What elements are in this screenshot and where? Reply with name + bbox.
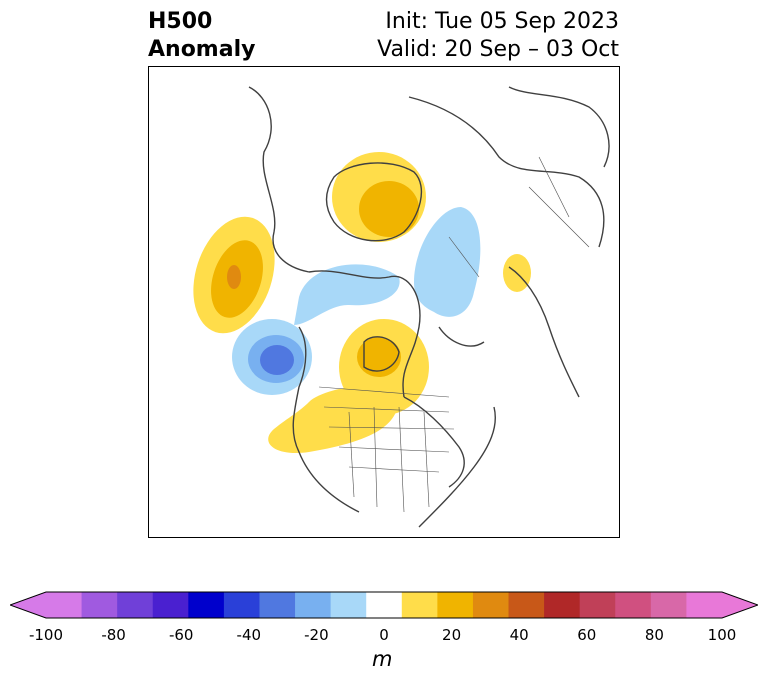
colorbar-unit: m — [372, 647, 393, 671]
colorbar-segment — [330, 592, 367, 618]
title-field: Anomaly — [148, 37, 256, 62]
colorbar-tick-label: 100 — [707, 626, 737, 644]
colorbar-tick-label: -40 — [236, 626, 262, 644]
colorbar-tick-label: 40 — [509, 626, 529, 644]
colorbar-segments — [46, 592, 723, 618]
colorbar-tick-label: 20 — [442, 626, 462, 644]
colorbar — [10, 591, 758, 619]
map-panel — [148, 66, 620, 538]
negative-anomaly-shading — [232, 207, 481, 395]
colorbar-segment — [437, 592, 474, 618]
colorbar-segment — [686, 592, 723, 618]
anomaly-map — [193, 86, 610, 528]
colorbar-over-arrow — [722, 592, 758, 618]
init-date: Init: Tue 05 Sep 2023 — [385, 9, 619, 34]
colorbar-outline — [10, 591, 758, 619]
colorbar-segment — [472, 592, 510, 618]
title-variable: H500 — [148, 9, 213, 34]
colorbar-tick-label: -100 — [28, 626, 64, 644]
colorbar-segment — [579, 592, 616, 618]
political-boundaries — [318, 156, 590, 513]
colorbar-segment — [295, 592, 332, 618]
map-dates: Init: Tue 05 Sep 2023 Valid: 20 Sep – 03… — [377, 8, 619, 64]
colorbar-segment — [81, 592, 118, 618]
colorbar-segment — [188, 592, 225, 618]
positive-anomaly-shading — [193, 152, 531, 453]
colorbar-tick-label: -80 — [101, 626, 126, 644]
colorbar-tick-label: 60 — [577, 626, 597, 644]
colorbar-segment — [544, 592, 581, 618]
colorbar-segment — [508, 592, 545, 618]
colorbar-segment — [223, 592, 260, 618]
colorbar-tick-label: 80 — [644, 626, 664, 644]
colorbar-segment — [401, 592, 438, 618]
colorbar-segment — [46, 592, 83, 618]
colorbar-tick-label: 0 — [379, 626, 389, 644]
colorbar-under-arrow — [10, 592, 46, 618]
colorbar-segment — [650, 592, 687, 618]
colorbar-segment — [259, 592, 296, 618]
colorbar-segment — [366, 592, 403, 618]
map-title: H500 Anomaly — [148, 8, 255, 64]
coastlines — [248, 86, 610, 528]
colorbar-segment — [615, 592, 652, 618]
colorbar-segment — [152, 592, 189, 618]
valid-range: Valid: 20 Sep – 03 Oct — [377, 37, 619, 62]
colorbar-tick-label: -60 — [168, 626, 194, 644]
colorbar-tick-label: -20 — [304, 626, 329, 644]
colorbar-segment — [117, 592, 154, 618]
